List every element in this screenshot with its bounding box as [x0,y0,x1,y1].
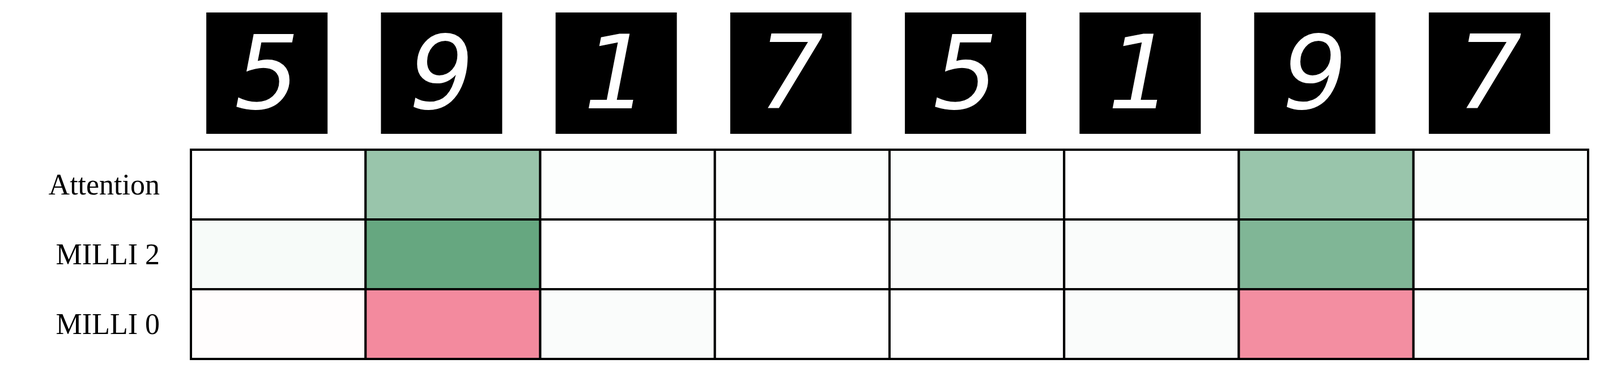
cells [190,149,1589,359]
digit-image [1254,12,1376,134]
cell [540,219,716,289]
row-label: MILLI 2 [56,237,160,271]
cell [715,149,890,220]
digit-image [555,12,678,134]
cell [889,149,1065,220]
cell [365,149,540,220]
row-labels: Attention MILLI 2 MILLI 0 [48,168,160,340]
digit: 5 [933,13,999,133]
row-label: Attention [48,168,160,201]
cell [1239,288,1414,359]
cell [1064,219,1239,289]
cell [1064,288,1239,359]
cell [1413,288,1589,359]
digit-image [904,12,1027,134]
cell [365,288,540,359]
digit-images: 59175197 [206,12,1551,134]
cell [365,219,540,289]
chart: 59175197AttentionMILLI 2MILLI 0 [0,0,1600,372]
cell [1413,149,1589,220]
cell [190,149,366,220]
cell [1239,219,1414,289]
digit-image [730,12,852,134]
cell [190,288,366,359]
digit: 5 [234,13,300,133]
figure: 59175197AttentionMILLI 2MILLI 0 [0,0,1600,372]
digit-image [206,12,328,134]
digit: 7 [758,13,824,133]
digit: 1 [1107,13,1173,133]
cell [889,219,1065,289]
digit: 7 [1457,13,1523,133]
cell [1413,219,1589,289]
digit-image [1428,12,1551,134]
cell [1239,149,1414,220]
cell [540,288,716,359]
cell [1064,149,1239,220]
digit: 9 [409,13,475,133]
digit: 9 [1282,13,1348,133]
cell [715,288,890,359]
cell [190,219,366,289]
digit: 1 [583,13,649,133]
row-label: MILLI 0 [56,307,160,340]
cell [540,149,716,220]
digit-image [1079,12,1201,134]
cell [889,288,1065,359]
cell [715,219,890,289]
digit-image [380,12,502,134]
